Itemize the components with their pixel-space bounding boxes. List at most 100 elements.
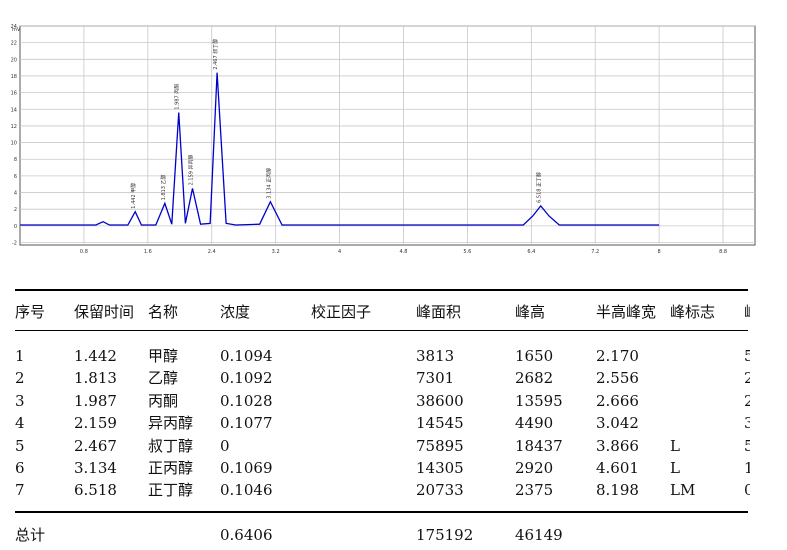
table-cell: 4	[15, 414, 25, 433]
y-tick-label: 10	[11, 141, 17, 147]
table-cell: 正丁醇	[148, 481, 194, 500]
table-cell: 乙醇	[148, 369, 179, 388]
table-cell: 0.1092	[220, 369, 273, 388]
table-cell: 7	[15, 481, 25, 500]
x-tick-label: 1.6	[144, 249, 152, 255]
table-rule	[15, 511, 748, 513]
table-cell: 1	[744, 459, 750, 477]
table-cell: 2375	[515, 481, 554, 500]
x-tick-label: 2.4	[208, 249, 216, 255]
header-cell: 峰标志	[670, 303, 716, 321]
table-cell: 2	[744, 391, 750, 410]
table-cell: 甲醇	[148, 347, 179, 365]
table-cell: 2.159	[74, 414, 117, 433]
header-cell: 名称	[148, 303, 179, 321]
table-cell: 0.1046	[220, 481, 273, 500]
table-cell: 3	[744, 414, 750, 433]
x-tick-label: 3.2	[272, 249, 280, 255]
table-cell: 8.198	[596, 481, 639, 500]
x-tick-label: 4	[338, 249, 341, 255]
table-cell: 3.134	[74, 459, 117, 477]
peak-label: 2.467 叔丁醇	[212, 39, 219, 70]
table-cell: 叔丁醇	[148, 436, 194, 455]
table-cell: 0.1094	[220, 347, 273, 365]
table-cell: 0	[220, 436, 230, 455]
table-cell: 3813	[416, 347, 455, 365]
x-tick-label: 8.8	[719, 249, 727, 255]
table-cell: 14305	[416, 459, 464, 477]
peak-label: 1.813 乙醇	[160, 174, 167, 200]
total-cell: 46149	[515, 526, 563, 544]
header-cell: 保留时间	[74, 303, 135, 321]
header-cell: 校正因子	[311, 303, 372, 321]
y-tick-label: 12	[11, 124, 17, 130]
x-tick-label: 6.4	[527, 249, 535, 255]
table-rule	[15, 330, 748, 331]
y-tick-label: 4	[14, 191, 17, 197]
peak-label: 2.159 异丙醇	[187, 154, 194, 185]
table-cell: 75895	[416, 436, 464, 455]
table-cell: 2920	[515, 459, 554, 477]
table-cell: 正丙醇	[148, 459, 194, 477]
x-tick-label: 8	[658, 249, 661, 255]
total-cell: 总计	[15, 526, 46, 544]
table-cell: 6	[15, 459, 25, 477]
table-cell: 3.866	[596, 436, 639, 455]
table-cell: 2	[744, 369, 750, 388]
y-tick-label: 20	[11, 57, 17, 63]
table-cell: 2.556	[596, 369, 639, 388]
table-cell: 0.1077	[220, 414, 273, 433]
header-cell: 半高峰宽	[596, 303, 657, 321]
table-cell: 5	[744, 436, 750, 455]
table-cell: 5	[744, 347, 750, 365]
table-cell: L	[670, 459, 680, 477]
header-cell: 峰面积	[416, 303, 462, 321]
y-tick-label: 0	[14, 224, 17, 230]
peak-label: 1.442 甲醇	[130, 183, 137, 209]
header-cell: 峰高	[515, 303, 546, 321]
table-cell: 2.666	[596, 391, 639, 410]
table-cell: 14545	[416, 414, 464, 433]
table-cell: 1.813	[74, 369, 117, 388]
y-tick-label: 24	[11, 24, 17, 30]
table-cell: 2682	[515, 369, 554, 388]
header-cell: 浓度	[220, 303, 251, 321]
y-axis-label: mV	[12, 27, 21, 33]
table-cell: 1.987	[74, 391, 117, 410]
table-cell: 7301	[416, 369, 455, 388]
peak-label: 3.134 正丙醇	[265, 168, 272, 199]
table-cell: 2	[15, 369, 25, 388]
y-tick-label: 16	[11, 91, 17, 97]
y-tick-label: 2	[14, 207, 17, 213]
table-cell: 0.1069	[220, 459, 273, 477]
y-tick-label: 6	[14, 174, 17, 180]
header-cell: 序号	[15, 303, 46, 321]
table-cell: LM	[670, 481, 696, 500]
table-cell: 3	[15, 391, 25, 410]
table-cell: 1	[15, 347, 25, 365]
total-cell: 175192	[416, 526, 474, 544]
table-cell: 0	[744, 481, 750, 500]
y-tick-label: -2	[12, 241, 17, 247]
table-cell: 异丙醇	[148, 414, 194, 433]
y-tick-label: 8	[14, 157, 17, 163]
table-cell: 2.467	[74, 436, 117, 455]
x-tick-label: 0.8	[80, 249, 88, 255]
table-cell: 20733	[416, 481, 464, 500]
table-cell: 3.042	[596, 414, 639, 433]
x-tick-label: 4.8	[400, 249, 408, 255]
table-cell: 4490	[515, 414, 554, 433]
trace	[20, 72, 660, 226]
table-cell: 丙酮	[148, 391, 179, 410]
table-cell: L	[670, 436, 680, 455]
table-cell: 1.442	[74, 347, 117, 365]
y-tick-label: 22	[11, 41, 17, 47]
table-cell: 0.1028	[220, 391, 273, 410]
x-tick-label: 5.6	[463, 249, 471, 255]
table-cell: 4.601	[596, 459, 639, 477]
table-cell: 38600	[416, 391, 464, 410]
table-cell: 18437	[515, 436, 563, 455]
